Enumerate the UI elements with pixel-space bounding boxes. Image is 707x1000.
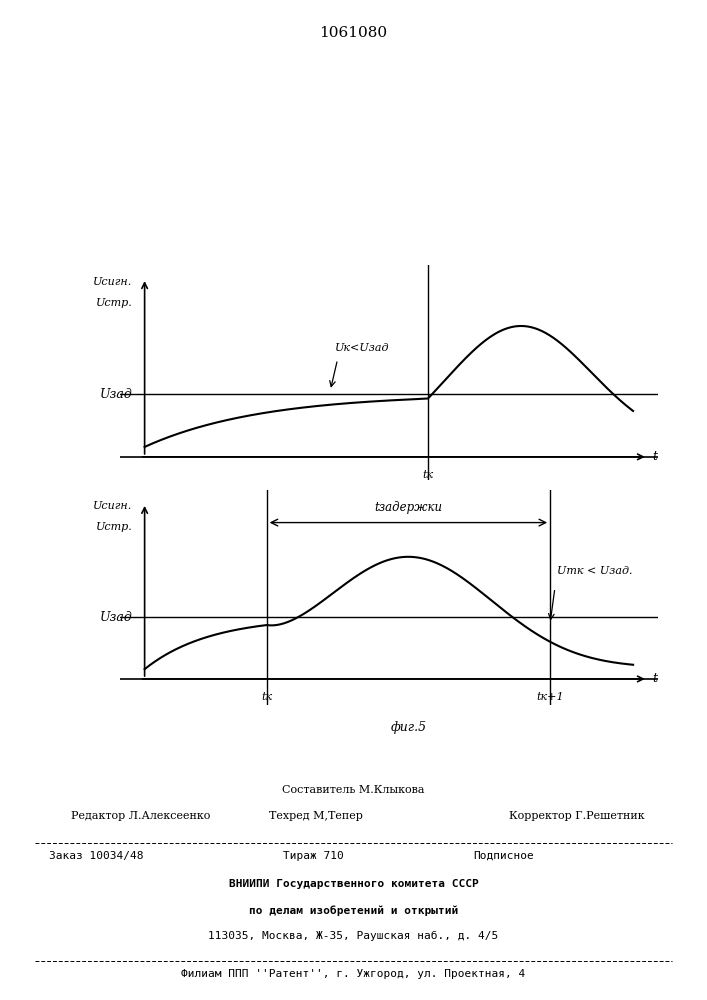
- Text: tзадержки: tзадержки: [374, 501, 443, 514]
- Text: Заказ 10034/48: Заказ 10034/48: [49, 851, 144, 861]
- Text: фиг.5: фиг.5: [390, 721, 426, 734]
- Text: 113035, Москва, Ж-35, Раушская наб., д. 4/5: 113035, Москва, Ж-35, Раушская наб., д. …: [209, 931, 498, 941]
- Text: Uсигн.: Uсигн.: [93, 277, 132, 287]
- Text: фиг.4.: фиг.4.: [393, 497, 433, 510]
- Text: Uстр.: Uстр.: [95, 522, 132, 532]
- Text: Тираж 710: Тираж 710: [283, 851, 344, 861]
- Text: по делам изобретений и открытий: по делам изобретений и открытий: [249, 905, 458, 916]
- Text: Подписное: Подписное: [474, 851, 534, 861]
- Text: tк: tк: [261, 692, 272, 702]
- Text: Техред М,Тепер: Техред М,Тепер: [269, 811, 363, 821]
- Text: 1061080: 1061080: [320, 26, 387, 40]
- Text: Uстр.: Uстр.: [95, 298, 132, 308]
- Text: Uк<Uзад: Uк<Uзад: [335, 343, 390, 353]
- Text: Корректор Г.Решетник: Корректор Г.Решетник: [509, 811, 645, 821]
- Text: t: t: [653, 672, 658, 685]
- Text: Uзад: Uзад: [100, 387, 132, 400]
- Text: t: t: [653, 450, 658, 463]
- Text: Филиам ППП ''Pатент'', г. Ужгород, ул. Проектная, 4: Филиам ППП ''Pатент'', г. Ужгород, ул. П…: [182, 969, 525, 979]
- Text: Uзад: Uзад: [100, 611, 132, 624]
- Text: Редактор Л.Алексеенко: Редактор Л.Алексеенко: [71, 811, 210, 821]
- Text: tк: tк: [422, 470, 433, 480]
- Text: ВНИИПИ Государственного комитета СССР: ВНИИПИ Государственного комитета СССР: [228, 879, 479, 889]
- Text: tк+1: tк+1: [536, 692, 564, 702]
- Text: Uтк < Uзад.: Uтк < Uзад.: [557, 566, 633, 576]
- Text: Uсигн.: Uсигн.: [93, 501, 132, 511]
- Text: Составитель М.Клыкова: Составитель М.Клыкова: [282, 785, 425, 795]
